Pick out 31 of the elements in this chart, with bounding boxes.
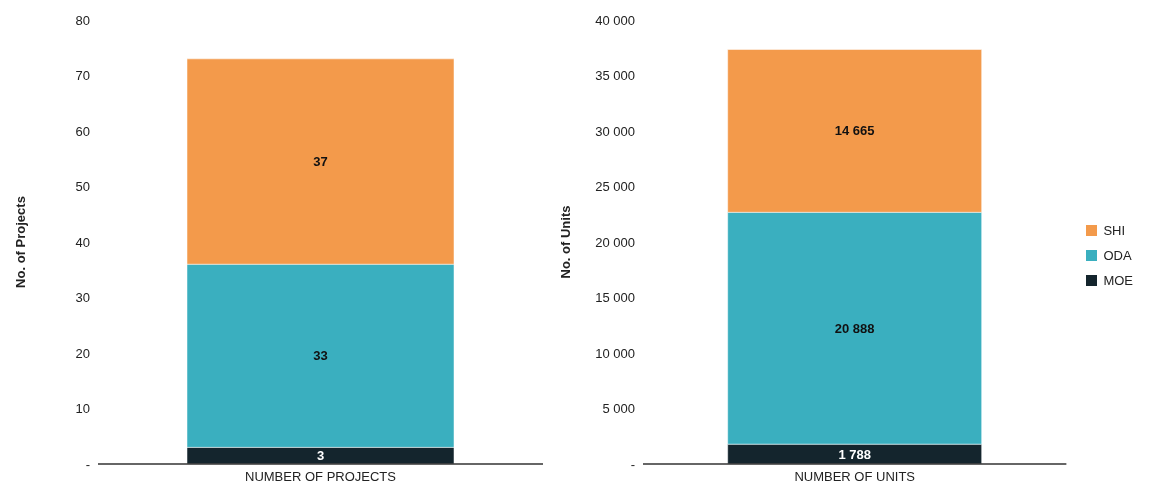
data-label: 14 665 bbox=[834, 123, 875, 139]
y-tick-label: 10 bbox=[75, 401, 90, 417]
y-tick-label: 40 bbox=[75, 234, 90, 250]
y-tick-label: - bbox=[630, 456, 635, 472]
y-tick-label: 70 bbox=[75, 68, 90, 84]
y-tick-label: 50 bbox=[75, 179, 90, 195]
y-axis-title: No. of Units bbox=[557, 205, 573, 279]
y-tick-label: 30 bbox=[75, 290, 90, 306]
y-tick-label: 5 000 bbox=[602, 401, 635, 417]
y-tick-label: 25 000 bbox=[595, 179, 635, 195]
y-tick-label: 35 000 bbox=[595, 68, 635, 84]
y-tick-label: 20 bbox=[75, 345, 90, 361]
x-tick-label: NUMBER OF UNITS bbox=[794, 469, 916, 485]
y-tick-label: 80 bbox=[75, 12, 90, 28]
data-label: 33 bbox=[313, 348, 328, 364]
data-label: 37 bbox=[313, 154, 328, 170]
data-label: 1 788 bbox=[838, 446, 871, 462]
y-axis-title: No. of Projects bbox=[12, 196, 28, 288]
y-tick-label: 15 000 bbox=[595, 290, 635, 306]
data-label: 3 bbox=[316, 448, 325, 464]
legend-label: ODA bbox=[1103, 247, 1132, 263]
x-tick-label: NUMBER OF PROJECTS bbox=[245, 469, 397, 485]
legend-label: MOE bbox=[1103, 272, 1133, 288]
y-tick-label: 10 000 bbox=[595, 345, 635, 361]
data-label: 20 888 bbox=[834, 320, 875, 336]
y-tick-label: 30 000 bbox=[595, 123, 635, 139]
y-tick-label: 60 bbox=[75, 123, 90, 139]
y-tick-label: 40 000 bbox=[595, 12, 635, 28]
y-tick-label: 20 000 bbox=[595, 234, 635, 250]
legend-label: SHI bbox=[1103, 222, 1126, 238]
y-tick-label: - bbox=[85, 456, 90, 472]
